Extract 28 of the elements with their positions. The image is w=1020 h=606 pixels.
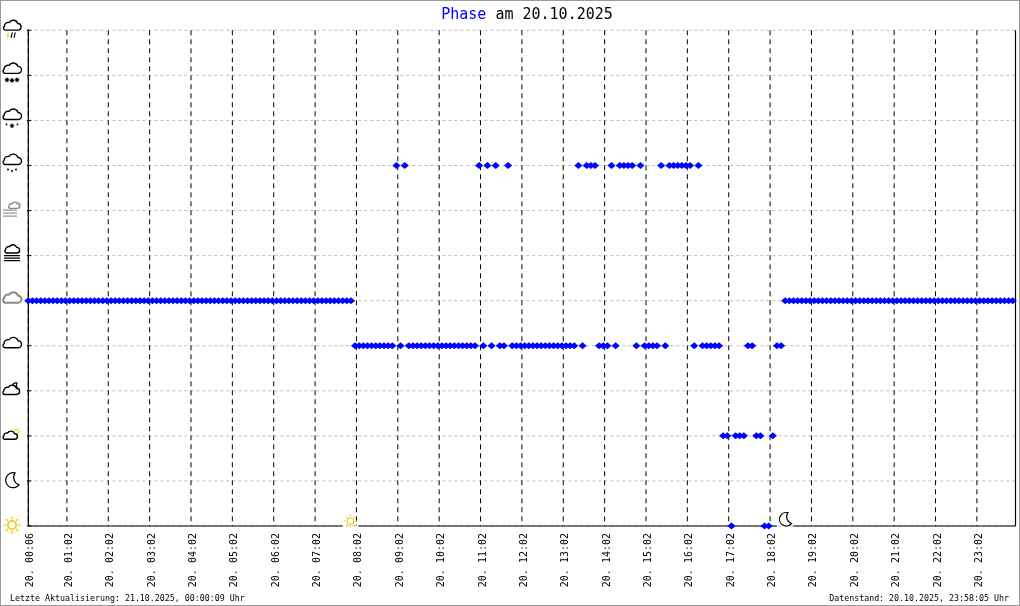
- x-tick-label: 20. 05:02: [228, 533, 240, 588]
- x-tick-label: 20. 00:06: [24, 533, 36, 588]
- x-tick-label: 20. 18:02: [766, 533, 778, 588]
- x-tick-label: 20. 17:02: [724, 533, 736, 588]
- x-tick-label: 20. 20:02: [848, 533, 860, 588]
- x-tick-label: 20. 22:02: [931, 533, 943, 588]
- x-tick-label: 20. 14:02: [600, 533, 612, 588]
- x-tick-label: 20. 09:02: [393, 533, 405, 588]
- x-tick-label: 20. 12:02: [517, 533, 529, 588]
- x-tick-label: 20. 15:02: [641, 533, 653, 588]
- text: Letzte Aktualisierung: 21.10.2025, 00:00:09 Uhr: [10, 593, 245, 603]
- x-tick-label: 20. 19:02: [807, 533, 819, 588]
- text: Datenstand: 20.10.2025, 23:58:05 Uhr: [829, 593, 1009, 603]
- x-tick-label: 20. 07:02: [311, 533, 323, 588]
- x-tick-label: 20. 03:02: [145, 533, 157, 588]
- x-tick-label: 20. 23:02: [972, 533, 984, 588]
- x-tick-label: 20. 01:02: [62, 533, 74, 588]
- x-tick-label: 20. 06:02: [269, 533, 281, 588]
- x-tick-label: 20. 08:02: [352, 533, 364, 588]
- x-tick-label: 20. 02:02: [104, 533, 116, 588]
- x-tick-label: 20. 13:02: [559, 533, 571, 588]
- x-tick-label: 20. 21:02: [890, 533, 902, 588]
- text: Phase: [441, 5, 487, 23]
- chart-title: am 20.10.2025: [495, 5, 613, 23]
- x-tick-label: 20. 11:02: [476, 533, 488, 588]
- x-tick-label: 20. 04:02: [186, 533, 198, 588]
- x-tick-label: 20. 16:02: [683, 533, 695, 588]
- x-tick-label: 20. 10:02: [435, 533, 447, 588]
